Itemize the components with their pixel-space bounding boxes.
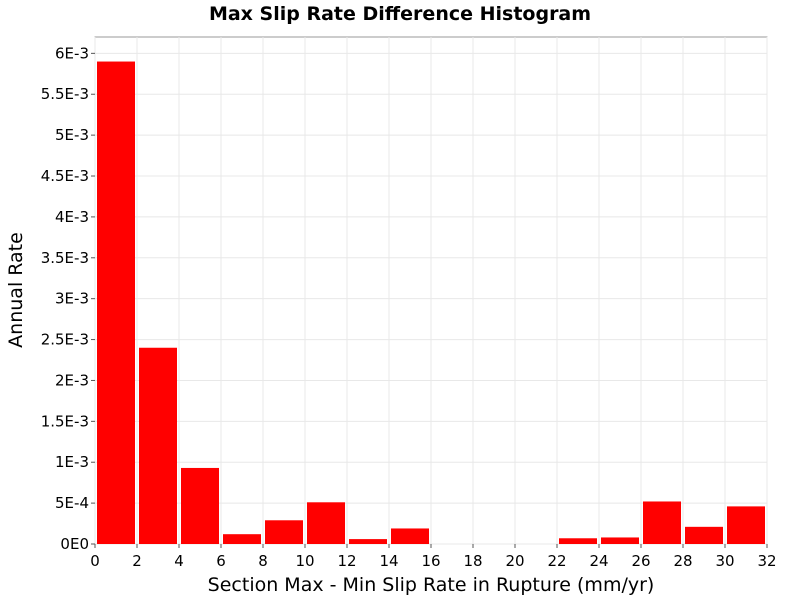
x-tick-label: 14 xyxy=(379,552,398,570)
x-tick-label: 18 xyxy=(463,552,482,570)
y-tick-label: 6E-3 xyxy=(55,44,89,62)
histogram-bar xyxy=(685,526,723,544)
x-tick-label: 0 xyxy=(90,552,100,570)
y-tick-label: 5.5E-3 xyxy=(41,85,89,103)
y-tick-label: 2.5E-3 xyxy=(41,331,89,349)
x-tick-label: 8 xyxy=(258,552,268,570)
chart-title: Max Slip Rate Difference Histogram xyxy=(209,3,591,25)
x-tick-label: 12 xyxy=(337,552,356,570)
y-tick-label: 3.5E-3 xyxy=(41,249,89,267)
x-tick-label: 26 xyxy=(631,552,650,570)
histogram-bar xyxy=(643,501,681,544)
histogram-bar xyxy=(223,534,261,544)
x-tick-label: 10 xyxy=(295,552,314,570)
y-axis: 0E0 5E-4 1E-3 1.5E-3 2E-3 2.5E-3 3E-3 3.5E-3 4E-… xyxy=(41,44,95,553)
y-tick-label: 1.5E-3 xyxy=(41,412,89,430)
y-tick-label: 0E0 xyxy=(60,535,89,553)
histogram-bar xyxy=(601,537,639,544)
x-axis: 0 2 4 6 8 10 12 14 16 18 20 22 24 26 28 30 32 xyxy=(90,544,777,570)
histogram-bar xyxy=(139,347,177,544)
histogram-bar xyxy=(97,61,135,544)
x-tick-label: 24 xyxy=(589,552,608,570)
x-tick-label: 16 xyxy=(421,552,440,570)
x-tick-label: 20 xyxy=(505,552,524,570)
histogram-bar xyxy=(727,506,765,544)
y-tick-label: 5E-3 xyxy=(55,126,89,144)
histogram-bar xyxy=(265,520,303,544)
x-tick-label: 28 xyxy=(673,552,692,570)
x-tick-label: 2 xyxy=(132,552,142,570)
x-tick-label: 6 xyxy=(216,552,226,570)
y-tick-label: 1E-3 xyxy=(55,453,89,471)
y-tick-label: 3E-3 xyxy=(55,290,89,308)
x-tick-label: 30 xyxy=(715,552,734,570)
bars xyxy=(97,61,765,544)
x-tick-label: 32 xyxy=(757,552,776,570)
y-tick-label: 5E-4 xyxy=(55,494,89,512)
histogram-bar xyxy=(391,528,429,544)
histogram-bar xyxy=(181,467,219,544)
x-axis-label: Section Max - Min Slip Rate in Rupture (… xyxy=(208,574,655,596)
x-tick-label: 4 xyxy=(174,552,184,570)
x-tick-label: 22 xyxy=(547,552,566,570)
y-axis-label: Annual Rate xyxy=(5,232,27,348)
histogram-bar xyxy=(349,539,387,544)
y-tick-label: 4.5E-3 xyxy=(41,167,89,185)
y-tick-label: 4E-3 xyxy=(55,208,89,226)
histogram-bar xyxy=(559,538,597,544)
y-tick-label: 2E-3 xyxy=(55,371,89,389)
histogram-bar xyxy=(307,502,345,544)
